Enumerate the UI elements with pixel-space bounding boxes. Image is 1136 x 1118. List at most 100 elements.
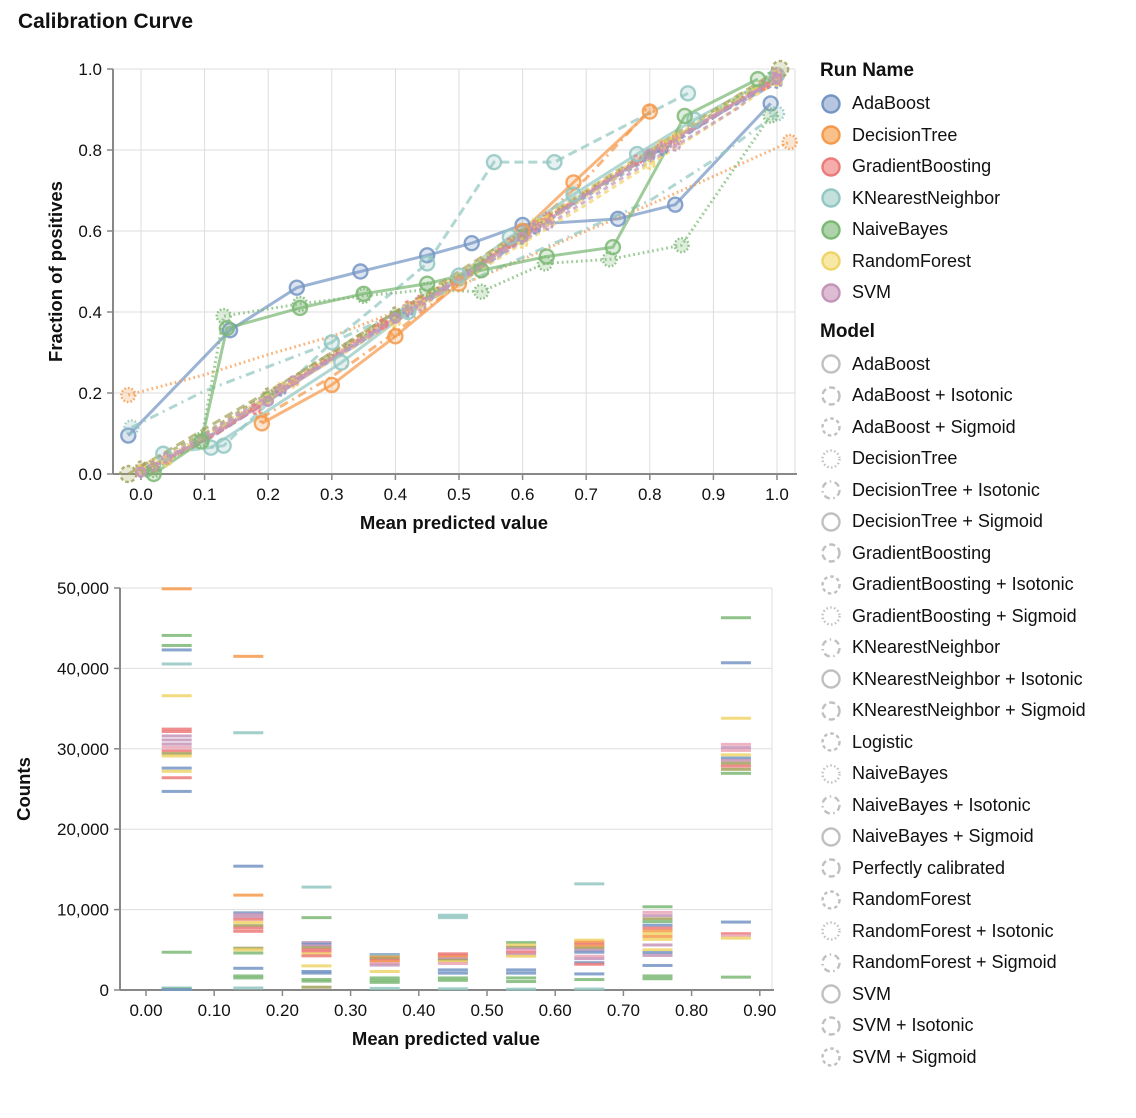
model-swatch-icon	[821, 827, 841, 847]
svg-text:0.6: 0.6	[78, 222, 102, 241]
legend-model-item: KNearestNeighbor	[820, 632, 1136, 664]
svg-text:0.8: 0.8	[638, 485, 662, 504]
svg-text:1.0: 1.0	[78, 60, 102, 79]
model-swatch-icon	[821, 354, 841, 374]
svg-text:0.00: 0.00	[129, 1001, 162, 1020]
legend-model-item-label: GradientBoosting	[852, 542, 992, 563]
legend-model-item-label: SVM	[852, 983, 892, 1004]
legend-model-item: KNearestNeighbor + Sigmoid	[820, 695, 1136, 727]
legend-model-item-label: RandomForest + Isotonic	[852, 920, 1054, 941]
legend-model-item-label: GradientBoosting + Sigmoid	[852, 605, 1077, 626]
svg-text:0: 0	[100, 981, 109, 1000]
legend-run-item-label: SVM	[852, 282, 892, 303]
legend-model-item: NaiveBayes + Isotonic	[820, 790, 1136, 822]
svg-text:0.50: 0.50	[470, 1001, 503, 1020]
legend-run-item-gradientboosting: GradientBoosting	[820, 151, 1136, 183]
legend-run-item-adaboost: AdaBoost	[820, 88, 1136, 120]
legend-run-item-label: RandomForest	[852, 250, 972, 271]
legend-model-item-label: KNearestNeighbor	[852, 637, 1001, 658]
legend-run-item-decisiontree: DecisionTree	[820, 120, 1136, 152]
model-swatch-icon	[821, 1047, 841, 1067]
legend-run-name-section: Run Name AdaBoost DecisionTree GradientBoo…	[820, 60, 1136, 309]
run-swatch-icon	[821, 157, 841, 177]
bottom-axes: 0.00 0.10 0.20 0.30 0.40 0.50 0.60 0.70 0.80 0.90…	[13, 579, 776, 1049]
page-title: Calibration Curve	[18, 10, 194, 33]
legend-model-item: NaiveBayes + Sigmoid	[820, 821, 1136, 853]
model-swatch-icon	[821, 795, 841, 815]
legend-model-item-label: AdaBoost	[852, 353, 931, 374]
legend-model-item: KNearestNeighbor + Isotonic	[820, 664, 1136, 696]
legend-model-item: DecisionTree + Isotonic	[820, 475, 1136, 507]
svg-text:0.90: 0.90	[743, 1001, 776, 1020]
legend-model-item: Logistic	[820, 727, 1136, 759]
run-swatch-icon	[821, 94, 841, 114]
model-swatch-icon	[821, 575, 841, 595]
legend-run-item-randomforest: RandomForest	[820, 246, 1136, 278]
svg-text:Fraction of positives: Fraction of positives	[45, 181, 66, 362]
model-swatch-icon	[821, 953, 841, 973]
legend-model-item-label: NaiveBayes	[852, 763, 949, 784]
svg-text:0.0: 0.0	[129, 485, 153, 504]
svg-text:0.20: 0.20	[266, 1001, 299, 1020]
run-swatch-icon	[821, 188, 841, 208]
svg-text:0.2: 0.2	[256, 485, 280, 504]
counts-tick-chart: 0.00 0.10 0.20 0.30 0.40 0.50 0.60 0.70 0.80 0.90…	[0, 565, 810, 1065]
legend-model-item: SVM + Sigmoid	[820, 1042, 1136, 1074]
svg-text:0.40: 0.40	[402, 1001, 435, 1020]
legend-model-item-label: KNearestNeighbor + Isotonic	[852, 668, 1083, 689]
svg-text:40,000: 40,000	[57, 659, 109, 678]
model-swatch-icon	[821, 417, 841, 437]
legend-model-list: AdaBoost AdaBoost + Isotonic AdaBoost + Si…	[820, 349, 1136, 1074]
legend-model-item: NaiveBayes	[820, 758, 1136, 790]
svg-text:30,000: 30,000	[57, 740, 109, 759]
legend-model-item: AdaBoost + Isotonic	[820, 380, 1136, 412]
svg-text:20,000: 20,000	[57, 820, 109, 839]
calibration-line-chart-svg: 0.0 0.1 0.2 0.3 0.4 0.5 0.6 0.7 0.8 0.9 1.0 0.0 0.2 0…	[45, 59, 798, 533]
model-swatch-icon	[821, 1016, 841, 1036]
legend-model-item-label: SVM + Isotonic	[852, 1015, 974, 1036]
run-swatch-icon	[821, 220, 841, 240]
svg-text:0.4: 0.4	[78, 303, 102, 322]
legend-model-item-label: DecisionTree + Sigmoid	[852, 511, 1043, 532]
legend-model-item: Perfectly calibrated	[820, 853, 1136, 885]
model-swatch-icon	[821, 984, 841, 1004]
svg-text:Mean predicted value: Mean predicted value	[352, 1028, 540, 1049]
legend: Run Name AdaBoost DecisionTree GradientBoo…	[820, 60, 1136, 1073]
model-swatch-icon	[821, 449, 841, 469]
svg-text:0.60: 0.60	[539, 1001, 572, 1020]
model-swatch-icon	[821, 890, 841, 910]
model-swatch-icon	[821, 921, 841, 941]
legend-model-item-label: DecisionTree	[852, 448, 958, 469]
model-swatch-icon	[821, 480, 841, 500]
model-swatch-icon	[821, 386, 841, 406]
top-axes: 0.0 0.1 0.2 0.3 0.4 0.5 0.6 0.7 0.8 0.9 1.0 0.0 0.2 0…	[45, 60, 797, 533]
svg-text:0.10: 0.10	[198, 1001, 231, 1020]
legend-model-item: AdaBoost	[820, 349, 1136, 381]
svg-text:0.6: 0.6	[511, 485, 535, 504]
legend-run-item-naivebayes: NaiveBayes	[820, 214, 1136, 246]
svg-text:0.2: 0.2	[78, 384, 102, 403]
legend-model-item: RandomForest + Sigmoid	[820, 947, 1136, 979]
legend-run-item-knearestneighbor: KNearestNeighbor	[820, 183, 1136, 215]
run-swatch-icon	[821, 125, 841, 145]
svg-text:0.8: 0.8	[78, 141, 102, 160]
legend-run-item-label: NaiveBayes	[852, 219, 949, 240]
svg-text:0.5: 0.5	[447, 485, 471, 504]
run-swatch-icon	[821, 251, 841, 271]
legend-run-item-label: DecisionTree	[852, 124, 958, 145]
calibration-line-chart: 0.0 0.1 0.2 0.3 0.4 0.5 0.6 0.7 0.8 0.9 1.0 0.0 0.2 0…	[0, 40, 810, 565]
svg-text:50,000: 50,000	[57, 579, 109, 598]
legend-model-item-label: AdaBoost + Isotonic	[852, 385, 1013, 406]
legend-run-name-title: Run Name	[820, 60, 914, 81]
legend-model-item: SVM	[820, 979, 1136, 1011]
legend-model-item: AdaBoost + Sigmoid	[820, 412, 1136, 444]
legend-model-item-label: DecisionTree + Isotonic	[852, 479, 1040, 500]
legend-model-item-label: NaiveBayes + Sigmoid	[852, 826, 1034, 847]
model-swatch-icon	[821, 543, 841, 563]
legend-model-item: DecisionTree + Sigmoid	[820, 506, 1136, 538]
legend-model-item: SVM + Isotonic	[820, 1010, 1136, 1042]
count-tick-marks	[161, 587, 751, 992]
svg-text:1.0: 1.0	[765, 485, 789, 504]
svg-text:0.7: 0.7	[574, 485, 598, 504]
